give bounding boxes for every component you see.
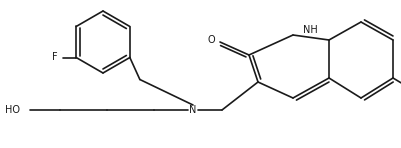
Text: N: N [189,105,196,115]
Text: HO: HO [5,105,20,115]
Text: O: O [207,35,215,45]
Text: F: F [51,53,57,62]
Text: NH: NH [302,25,317,35]
